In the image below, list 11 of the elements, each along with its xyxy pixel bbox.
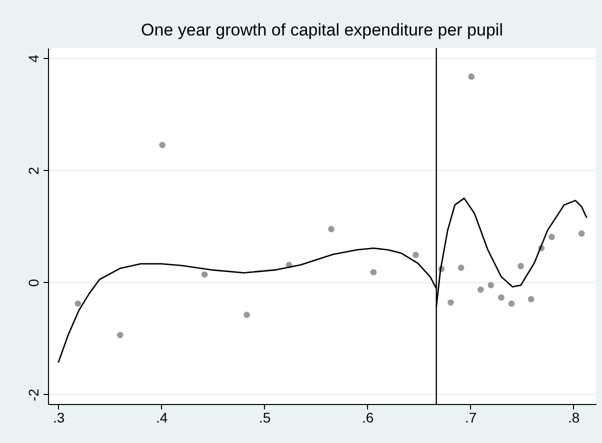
y-tick-label: 0	[26, 278, 42, 287]
y-tick-label: 4	[26, 54, 42, 62]
x-tick-label: .6	[362, 410, 374, 426]
x-tick-label: .5	[258, 410, 271, 426]
x-tick-label: .4	[156, 410, 168, 426]
y-tick-label: -2	[26, 388, 42, 402]
x-tick-label: .7	[464, 410, 477, 426]
y-tick-label: 2	[26, 166, 42, 175]
chart-title: One year growth of capital expenditure per pupil	[141, 20, 503, 40]
x-tick-label: .3	[52, 410, 65, 426]
x-tick-label: .8	[568, 410, 580, 426]
